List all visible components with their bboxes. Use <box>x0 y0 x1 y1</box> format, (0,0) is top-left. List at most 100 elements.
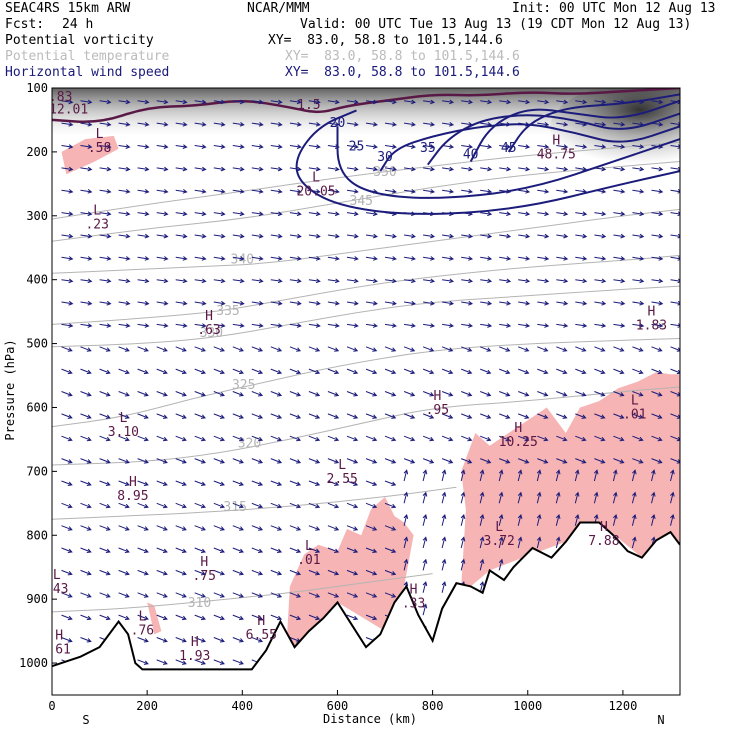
wind-vector <box>537 435 549 442</box>
wind-vector <box>555 536 561 549</box>
wind-vector <box>365 458 378 464</box>
wind-vector <box>213 614 225 621</box>
wind-vector <box>613 435 625 442</box>
wind-vector <box>80 368 92 375</box>
wind-vector <box>270 502 283 509</box>
wind-vector <box>99 502 111 509</box>
wind-vector <box>232 458 244 464</box>
wind-vector <box>137 391 149 397</box>
wind-vector <box>442 122 455 127</box>
y-tick-label-600: 600 <box>26 400 48 414</box>
wind-vector <box>175 480 187 486</box>
wind-vector <box>80 323 93 328</box>
wind-vector <box>631 469 637 482</box>
wind-vector <box>194 637 206 643</box>
wind-vector <box>99 278 112 284</box>
wind-vector <box>575 391 587 397</box>
wind-vector <box>213 233 226 239</box>
wind-vector <box>499 189 512 194</box>
wind-vector <box>365 256 378 261</box>
wind-vector <box>480 99 493 105</box>
wind-vector <box>441 413 454 419</box>
wind-vector <box>270 346 283 352</box>
wind-vector <box>232 391 244 397</box>
wind-vector <box>442 99 455 105</box>
wind-vector <box>575 122 588 127</box>
wind-vector <box>80 300 93 306</box>
wind-vector <box>594 211 607 217</box>
extremum-marker-7: H <box>648 305 656 320</box>
wind-vector <box>442 256 455 261</box>
wind-vector <box>613 144 626 149</box>
wind-vector <box>423 300 436 306</box>
wind-vector <box>384 278 397 284</box>
wind-vector <box>99 189 112 194</box>
wind-vector <box>289 122 302 127</box>
wind-vector <box>194 189 207 194</box>
wind-vector <box>575 458 587 464</box>
wind-vector <box>499 413 511 419</box>
wind-vector <box>593 491 599 504</box>
wind-vector <box>80 637 92 643</box>
wind-vector <box>118 233 131 239</box>
wind-vector <box>61 547 73 553</box>
extremum-marker-2: L <box>96 127 104 142</box>
wind-vector <box>498 558 504 571</box>
wind-vector <box>537 346 549 352</box>
wind-vector <box>346 525 359 531</box>
wind-vector <box>327 547 340 553</box>
wind-vector <box>499 368 511 375</box>
wind-vector <box>632 144 645 149</box>
wind-vector <box>441 391 454 397</box>
wind-vector <box>517 513 523 526</box>
wind-vector <box>517 491 523 504</box>
wind-vector <box>137 368 149 375</box>
wind-vector <box>99 256 112 261</box>
wind-vector <box>480 323 493 328</box>
wind-vector <box>270 211 283 217</box>
wind-vector <box>537 256 550 261</box>
wind-vector <box>480 368 492 375</box>
wind-speed-label-30: 30 <box>377 150 393 165</box>
wind-vector <box>518 211 531 217</box>
wind-vector <box>575 211 588 217</box>
wind-vector <box>289 391 302 397</box>
wind-vector <box>441 581 447 593</box>
wind-vector <box>289 592 302 598</box>
wind-vector <box>613 458 625 464</box>
wind-vector <box>308 391 321 397</box>
wind-vector <box>384 569 397 576</box>
wind-vector <box>632 346 644 352</box>
wind-vector <box>137 435 149 442</box>
wind-vector <box>651 122 664 127</box>
wind-vector <box>270 99 283 105</box>
theta-contour-label-310: 310 <box>188 596 211 611</box>
wind-vector <box>251 233 264 239</box>
wind-vector <box>175 525 187 531</box>
wind-speed-contour-35 <box>426 112 680 166</box>
wind-vector <box>213 435 225 442</box>
terrain-fill <box>52 522 680 695</box>
wind-vector <box>460 469 466 482</box>
wind-vector <box>308 189 321 194</box>
wind-vector <box>461 413 473 419</box>
y-tick-label-400: 400 <box>26 273 48 287</box>
wind-vector <box>137 547 149 553</box>
x-tick-label-400: 400 <box>231 699 253 713</box>
wind-vector <box>156 323 169 328</box>
wind-vector <box>384 525 397 531</box>
wind-vector <box>308 99 321 105</box>
wind-vector <box>308 592 321 598</box>
wind-vector <box>480 211 493 217</box>
wind-vector <box>308 122 321 127</box>
wind-vector <box>118 166 131 172</box>
wind-vector <box>384 99 397 105</box>
wind-vector <box>289 502 302 509</box>
wind-vector <box>156 547 168 553</box>
wind-vector <box>537 166 550 172</box>
wind-vector <box>518 166 531 172</box>
wind-vector <box>441 346 454 352</box>
wind-vector <box>213 346 225 352</box>
wind-vector <box>346 211 359 217</box>
extremum-marker-8: L <box>119 411 127 426</box>
